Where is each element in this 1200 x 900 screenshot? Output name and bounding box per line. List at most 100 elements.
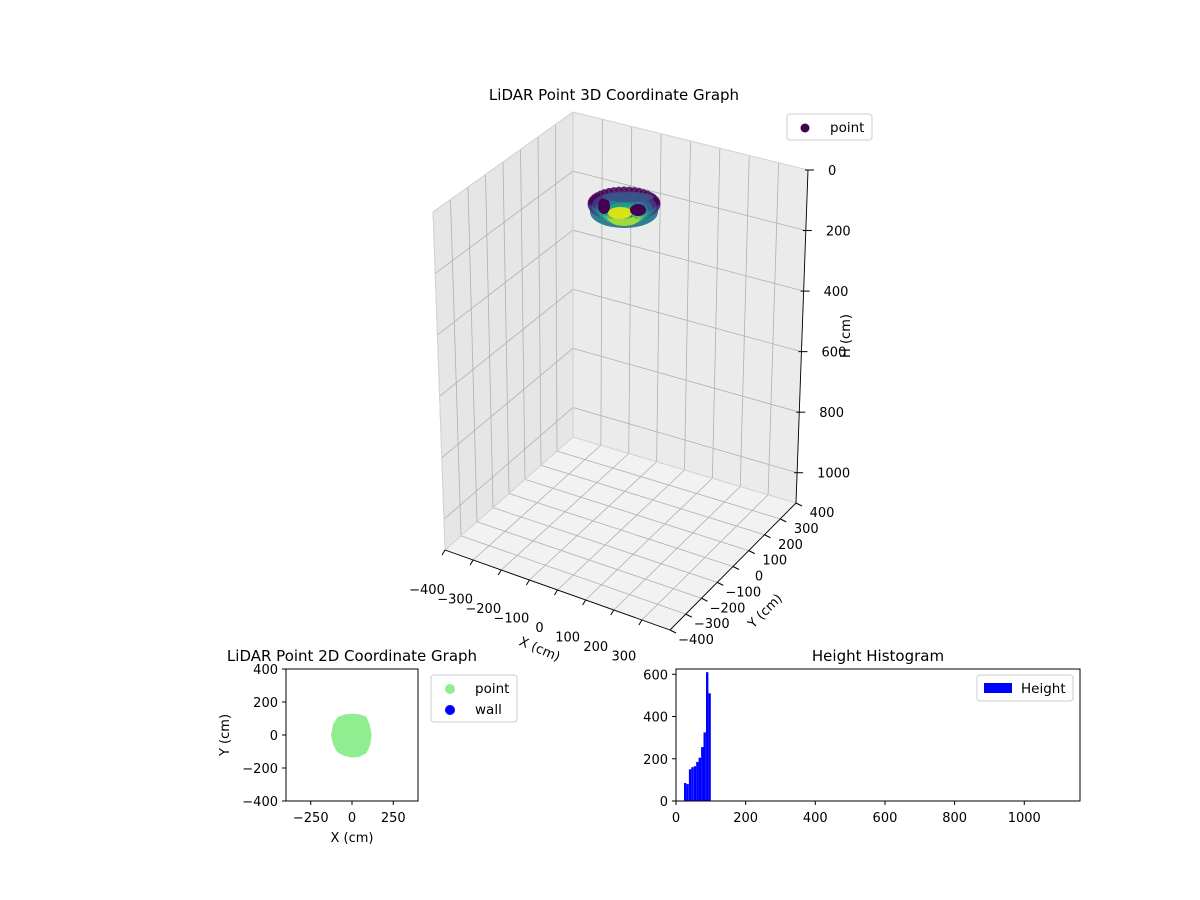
grid-line-left-z — [434, 170, 574, 274]
grid-line-back-z — [572, 288, 802, 353]
lidar-2d-chart: LiDAR Point 2D Coordinate Graph −250 0 250… — [218, 647, 518, 846]
legend-3d: point — [786, 113, 873, 141]
x-tick-label-hist: 400 — [803, 811, 828, 826]
grid-line-left-z — [443, 407, 574, 520]
pane-edge — [572, 111, 809, 171]
y-tick-label-3d: 100 — [762, 554, 787, 569]
ticks-2d: −250 0 250 −400 −200 0 200 400 — [242, 663, 405, 826]
pane-edge — [432, 111, 574, 213]
grid-line-left-y — [485, 174, 494, 508]
grid-line-back-z — [572, 407, 798, 474]
y-tick-label-3d: −100 — [725, 585, 761, 600]
histogram-bar — [696, 761, 699, 801]
grid-line-floor-y — [540, 464, 765, 536]
y-tick-3d — [685, 613, 692, 618]
x-tick-3d — [638, 619, 643, 626]
histogram-bar — [703, 732, 706, 801]
pane-edge — [572, 436, 797, 504]
grid-line-floor-y — [556, 450, 781, 520]
legend-2d-marker-point — [445, 684, 455, 694]
x-axis-label-2d: X (cm) — [331, 831, 374, 846]
histogram-bar — [688, 769, 692, 801]
grid-line-left-y — [502, 161, 510, 494]
grid-line-floor-y — [476, 521, 702, 599]
histogram-bar — [686, 784, 689, 801]
y-tick-label-3d: −200 — [710, 601, 746, 616]
grid-line-left-y — [520, 149, 526, 480]
x-tick-label-hist: 800 — [942, 811, 967, 826]
chart-2d-title: LiDAR Point 2D Coordinate Graph — [227, 647, 477, 665]
z-tick-label-3d: 400 — [824, 285, 849, 300]
x-tick-3d — [554, 589, 558, 596]
histogram-bar — [691, 767, 694, 801]
x-tick-3d — [525, 579, 530, 586]
y-tick-3d — [669, 629, 677, 634]
grid-line-left-y — [450, 199, 462, 536]
z-axis-label-3d: H (cm) — [839, 314, 854, 358]
pane-left — [433, 112, 573, 550]
legend-2d-marker-wall — [445, 705, 455, 715]
y-tick-label-2d: 0 — [270, 729, 278, 744]
z-tick-label-3d: 1000 — [817, 467, 850, 482]
legend-3d-frame — [786, 113, 873, 141]
x-tick-3d — [497, 569, 502, 576]
y-tick-label-2d: 400 — [253, 663, 278, 678]
histogram-bars — [684, 672, 711, 801]
x-tick-3d — [582, 599, 587, 606]
z-axis-line-3d — [795, 169, 809, 504]
pane-edge — [432, 211, 446, 551]
legend-hist: Height — [976, 674, 1074, 702]
grid-line-left-y — [555, 124, 558, 452]
legend-hist-label: Height — [1021, 681, 1066, 697]
y-tick-3d — [795, 502, 803, 507]
y-tick-3d — [780, 518, 787, 523]
y-tick-3d — [701, 597, 708, 602]
y-tick-label-2d: −400 — [242, 795, 278, 810]
y-tick-label-3d: 0 — [755, 570, 763, 585]
grid-line-back-x — [600, 119, 603, 446]
y-tick-label-3d: 400 — [810, 506, 835, 521]
cloud-core — [608, 207, 632, 219]
grid-line-back-z — [572, 347, 800, 413]
histogram-bar — [706, 672, 709, 801]
y-tick-label-3d: 200 — [778, 538, 803, 553]
z-tick-label-3d: 800 — [819, 406, 844, 421]
point-cloud-2d-shape — [331, 713, 372, 758]
cloud-top — [602, 192, 654, 202]
grid-line-left-y — [537, 136, 542, 466]
x-tick-label-3d: 100 — [555, 631, 580, 646]
x-tick-label-hist: 600 — [873, 811, 898, 826]
grid-line-left-y — [467, 186, 478, 522]
legend-2d-label-point: point — [475, 681, 509, 697]
z-tick-label-3d: 0 — [828, 164, 836, 179]
y-tick-label-hist: 600 — [643, 668, 668, 683]
y-tick-label-3d: −400 — [678, 633, 714, 648]
grid-line-left-z — [439, 288, 574, 397]
grid-line-floor-y — [460, 535, 686, 615]
histogram-bar — [684, 783, 687, 801]
grid-line-left-z — [441, 348, 574, 459]
legend-hist-frame — [976, 674, 1074, 702]
y-tick-label-hist: 400 — [643, 711, 668, 726]
grid-line-left-z — [437, 229, 574, 336]
lidar-3d-chart: LiDAR Point 3D Coordinate Graph −400−300… — [409, 86, 873, 665]
x-tick-label-3d: 300 — [611, 650, 636, 665]
legend-2d: point wall — [430, 674, 518, 723]
histogram-bar — [701, 747, 704, 801]
y-axis-label-2d: Y (cm) — [218, 714, 233, 757]
chart-3d-title: LiDAR Point 3D Coordinate Graph — [489, 86, 739, 104]
x-tick-3d — [441, 549, 446, 556]
grid-line-back-x — [739, 155, 750, 487]
y-tick-3d — [717, 581, 724, 586]
y-tick-label-3d: −300 — [694, 617, 730, 632]
histogram-title: Height Histogram — [812, 647, 944, 665]
x-tick-label-hist: 1000 — [1008, 811, 1041, 826]
grid-line-floor-y — [524, 478, 749, 552]
grid-line-back-x — [684, 140, 691, 471]
grid-3d — [432, 111, 809, 631]
z-tick-label-3d: 600 — [821, 346, 846, 361]
grid-line-back-x — [628, 126, 633, 454]
pane-edge — [444, 436, 574, 551]
grid-line-back-x — [711, 148, 721, 479]
